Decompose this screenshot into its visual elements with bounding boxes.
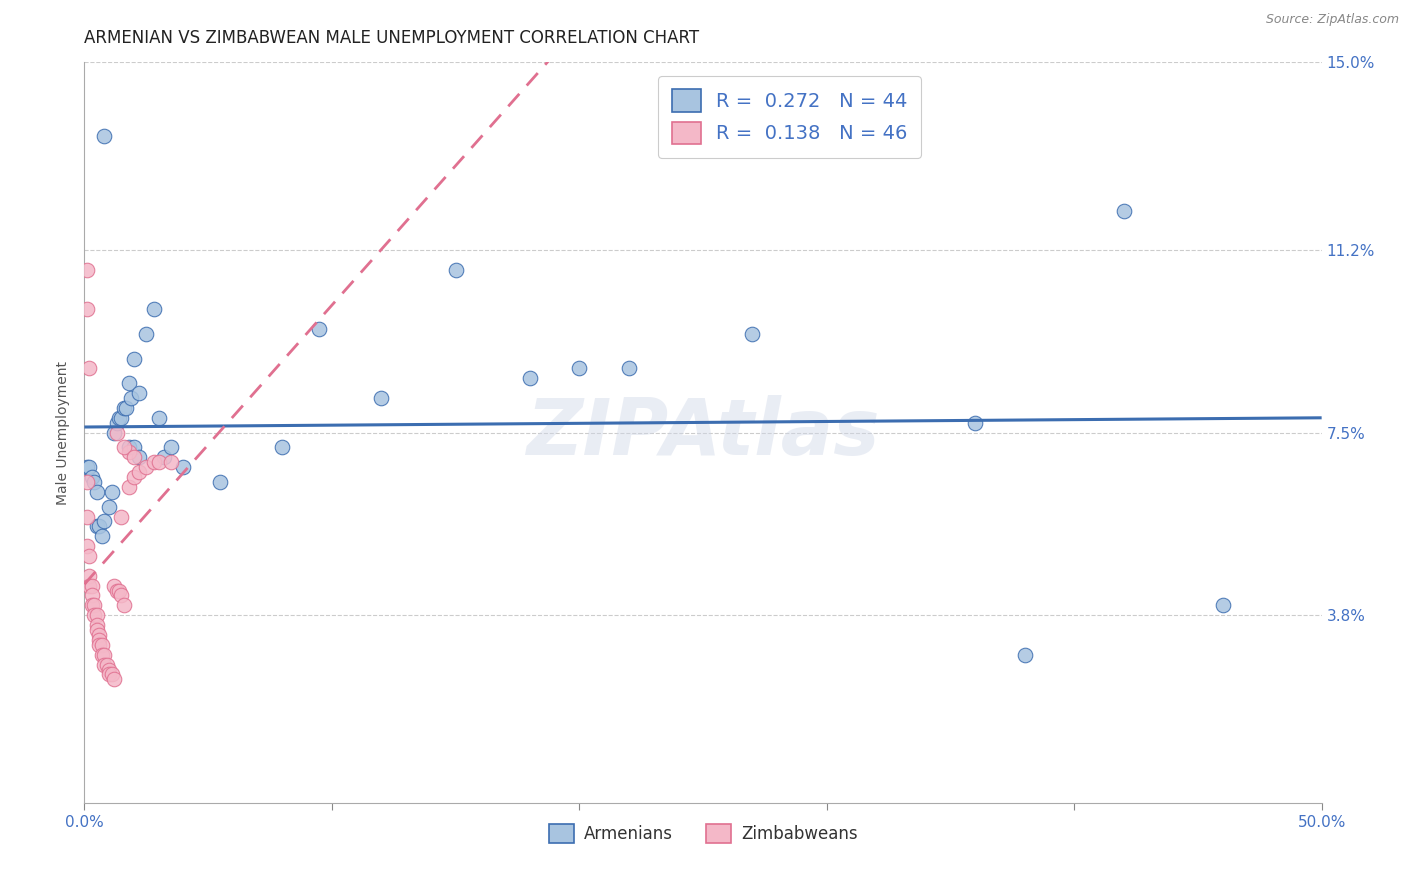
Point xyxy=(617,361,640,376)
Point xyxy=(83,475,105,489)
Point xyxy=(519,371,541,385)
Point xyxy=(112,401,135,415)
Point xyxy=(142,302,165,317)
Point xyxy=(86,618,108,632)
Point xyxy=(93,648,115,662)
Point xyxy=(76,262,98,277)
Point xyxy=(148,455,170,469)
Point xyxy=(98,667,121,681)
Point xyxy=(96,657,118,672)
Point xyxy=(76,302,98,317)
Point xyxy=(80,579,103,593)
Point xyxy=(90,638,112,652)
Point xyxy=(122,441,145,455)
Point xyxy=(110,509,132,524)
Point xyxy=(83,599,105,613)
Point xyxy=(86,623,108,637)
Point xyxy=(93,515,115,529)
Point xyxy=(128,465,150,479)
Point xyxy=(122,470,145,484)
Point xyxy=(105,416,128,430)
Point xyxy=(128,450,150,465)
Point xyxy=(118,441,141,455)
Point xyxy=(122,450,145,465)
Point xyxy=(93,657,115,672)
Point xyxy=(103,673,125,687)
Point xyxy=(444,262,467,277)
Point xyxy=(271,441,294,455)
Point xyxy=(93,129,115,144)
Point xyxy=(76,460,98,475)
Point xyxy=(79,460,101,475)
Point xyxy=(160,441,183,455)
Point xyxy=(79,568,101,582)
Point xyxy=(103,579,125,593)
Point xyxy=(110,410,132,425)
Point xyxy=(118,480,141,494)
Text: ARMENIAN VS ZIMBABWEAN MALE UNEMPLOYMENT CORRELATION CHART: ARMENIAN VS ZIMBABWEAN MALE UNEMPLOYMENT… xyxy=(84,29,700,47)
Point xyxy=(105,583,128,598)
Point xyxy=(86,519,108,533)
Point xyxy=(110,589,132,603)
Text: Source: ZipAtlas.com: Source: ZipAtlas.com xyxy=(1265,13,1399,27)
Point xyxy=(89,519,111,533)
Point xyxy=(80,470,103,484)
Point xyxy=(89,628,111,642)
Point xyxy=(965,416,987,430)
Point xyxy=(90,529,112,543)
Point xyxy=(79,361,101,376)
Point xyxy=(128,386,150,401)
Point xyxy=(98,500,121,514)
Point xyxy=(568,361,591,376)
Point xyxy=(118,445,141,459)
Point xyxy=(1112,203,1135,218)
Point xyxy=(103,425,125,440)
Legend: Armenians, Zimbabweans: Armenians, Zimbabweans xyxy=(541,817,865,850)
Point xyxy=(76,509,98,524)
Point xyxy=(79,549,101,563)
Point xyxy=(89,632,111,647)
Point xyxy=(118,376,141,391)
Point xyxy=(122,351,145,366)
Point xyxy=(105,425,128,440)
Point xyxy=(83,608,105,623)
Point xyxy=(741,326,763,341)
Point xyxy=(142,455,165,469)
Point xyxy=(308,322,330,336)
Point xyxy=(100,484,122,499)
Point xyxy=(98,663,121,677)
Point xyxy=(80,599,103,613)
Point xyxy=(89,638,111,652)
Point xyxy=(1014,648,1036,662)
Point xyxy=(90,648,112,662)
Point xyxy=(172,460,194,475)
Point xyxy=(76,539,98,553)
Point xyxy=(135,460,157,475)
Point xyxy=(79,579,101,593)
Point xyxy=(135,326,157,341)
Point xyxy=(76,475,98,489)
Point xyxy=(80,589,103,603)
Point xyxy=(370,391,392,405)
Point xyxy=(209,475,232,489)
Point xyxy=(86,484,108,499)
Point xyxy=(120,391,142,405)
Point xyxy=(1212,599,1234,613)
Point xyxy=(115,401,138,415)
Point xyxy=(100,667,122,681)
Point xyxy=(108,410,131,425)
Text: ZIPAtlas: ZIPAtlas xyxy=(526,394,880,471)
Point xyxy=(108,583,131,598)
Point xyxy=(152,450,174,465)
Point xyxy=(160,455,183,469)
Y-axis label: Male Unemployment: Male Unemployment xyxy=(56,360,70,505)
Point xyxy=(112,599,135,613)
Point xyxy=(86,608,108,623)
Point xyxy=(148,410,170,425)
Point xyxy=(112,441,135,455)
